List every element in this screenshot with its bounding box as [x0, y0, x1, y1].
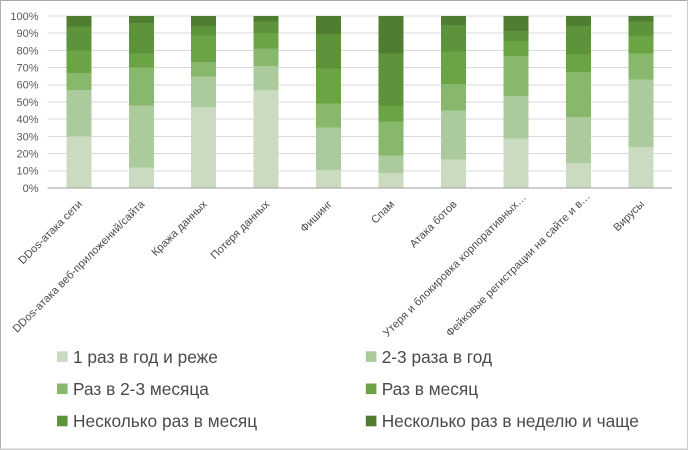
svg-text:Раз в 2-3 месяца: Раз в 2-3 месяца [73, 379, 209, 399]
svg-text:0%: 0% [23, 183, 39, 195]
svg-text:Несколько раз в месяц: Несколько раз в месяц [73, 411, 257, 431]
svg-text:1 раз в год и реже: 1 раз в год и реже [73, 347, 218, 367]
svg-text:30%: 30% [16, 131, 38, 143]
svg-text:20%: 20% [16, 149, 38, 161]
svg-text:10%: 10% [16, 166, 38, 178]
svg-text:50%: 50% [16, 97, 38, 109]
svg-text:90%: 90% [16, 28, 38, 40]
svg-text:40%: 40% [16, 114, 38, 126]
svg-text:Раз в месяц: Раз в месяц [382, 379, 479, 399]
svg-text:60%: 60% [16, 80, 38, 92]
svg-text:80%: 80% [16, 45, 38, 57]
svg-text:70%: 70% [16, 63, 38, 75]
svg-text:2-3 раза в год: 2-3 раза в год [382, 347, 492, 367]
svg-text:Несколько раз в неделю и чаще: Несколько раз в неделю и чаще [382, 411, 639, 431]
svg-text:100%: 100% [10, 11, 38, 23]
